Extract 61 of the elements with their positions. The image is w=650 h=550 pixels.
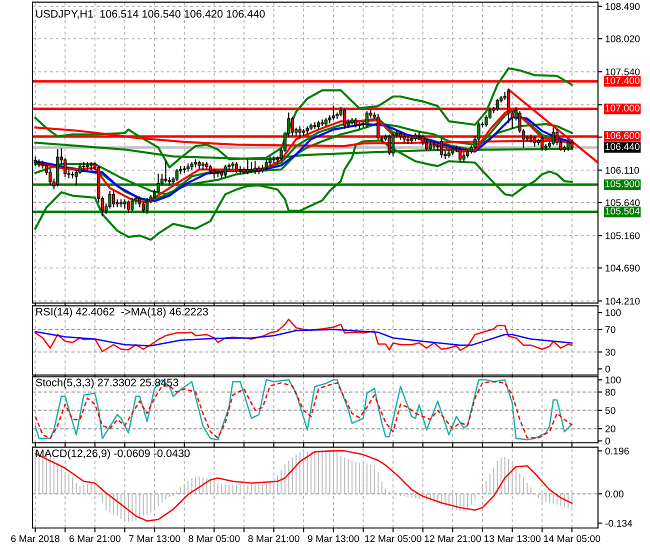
x-tick-label: 12 Mar 05:00: [365, 535, 422, 542]
x-tick-label: 7 Mar 13:00: [129, 535, 180, 542]
candlestick: [108, 190, 112, 209]
ref-line-label: 107.400: [606, 77, 640, 84]
x-tick-label: 6 Mar 2018: [11, 535, 60, 542]
candlestick: [458, 146, 462, 162]
candlestick: [71, 172, 74, 178]
candlestick: [123, 199, 126, 209]
candlestick: [231, 162, 234, 169]
y-tick-label: 0: [605, 366, 610, 373]
y-tick-label: 100: [606, 376, 621, 384]
y-tick-label: 70: [605, 326, 616, 334]
candlestick: [332, 106, 335, 120]
x-tick-label: 12 Mar 21:00: [424, 535, 481, 542]
y-tick-label: 106.110: [606, 166, 639, 174]
y-tick-label: 0: [605, 438, 610, 445]
candlestick: [313, 122, 316, 129]
candlestick: [234, 162, 238, 173]
y-tick-label: 100: [606, 309, 621, 316]
ref-line-label: 106.440: [606, 143, 640, 150]
y-tick-label: 104.690: [606, 264, 640, 272]
y-tick-label: 20: [605, 425, 616, 432]
ref-line-label: 107.000: [606, 104, 640, 112]
y-tick-label: 105.160: [606, 232, 640, 240]
y-tick-label: -0.134: [605, 520, 632, 527]
y-tick-label: 50: [605, 407, 616, 414]
x-tick-label: 8 Mar 21:00: [248, 535, 300, 542]
chart-title: MACD(12,26,9) -0.0609 -0.0430: [36, 449, 190, 460]
candlestick: [320, 119, 324, 126]
ref-line-label: 105.504: [606, 208, 640, 215]
candlestick: [250, 162, 253, 173]
candlestick: [164, 160, 168, 182]
y-tick-label: 108.490: [606, 3, 640, 10]
candlestick: [198, 160, 201, 169]
x-tick-label: 6 Mar 21:00: [69, 535, 120, 542]
x-tick-label: 9 Mar 13:00: [308, 535, 359, 542]
y-tick-label: 30: [605, 348, 616, 356]
line-series: [34, 328, 573, 346]
candlestick: [496, 98, 499, 111]
x-tick-label: 13 Mar 13:00: [484, 535, 541, 542]
chart-title: RSI(14) 42.4062 ->MA(18) 46.2223: [36, 308, 208, 318]
y-tick-label: 104.210: [606, 298, 640, 305]
y-tick-label: 0.196: [605, 448, 629, 454]
candlestick: [82, 162, 86, 172]
ref-line-label: 106.600: [606, 132, 640, 140]
y-tick-label: 108.020: [606, 35, 640, 42]
candlestick: [175, 168, 178, 182]
candlestick: [182, 166, 186, 173]
y-tick-label: 80: [605, 388, 616, 396]
candlestick: [224, 164, 227, 178]
line-series: [34, 450, 573, 522]
line-series: [34, 318, 573, 352]
x-tick-label: 14 Mar 05:00: [544, 535, 600, 542]
x-tick-label: 8 Mar 05:00: [188, 535, 240, 542]
candlestick: [238, 166, 242, 174]
y-tick-label: 0.00: [605, 490, 624, 498]
y-tick-label: 107.540: [606, 68, 640, 76]
text: USDJPY,H1 106.514 106.540 106.420 106.440: [36, 10, 265, 19]
y-tick-label: 105.640: [606, 199, 640, 206]
ref-line-label: 105.900: [606, 180, 640, 188]
candlestick: [552, 128, 555, 146]
